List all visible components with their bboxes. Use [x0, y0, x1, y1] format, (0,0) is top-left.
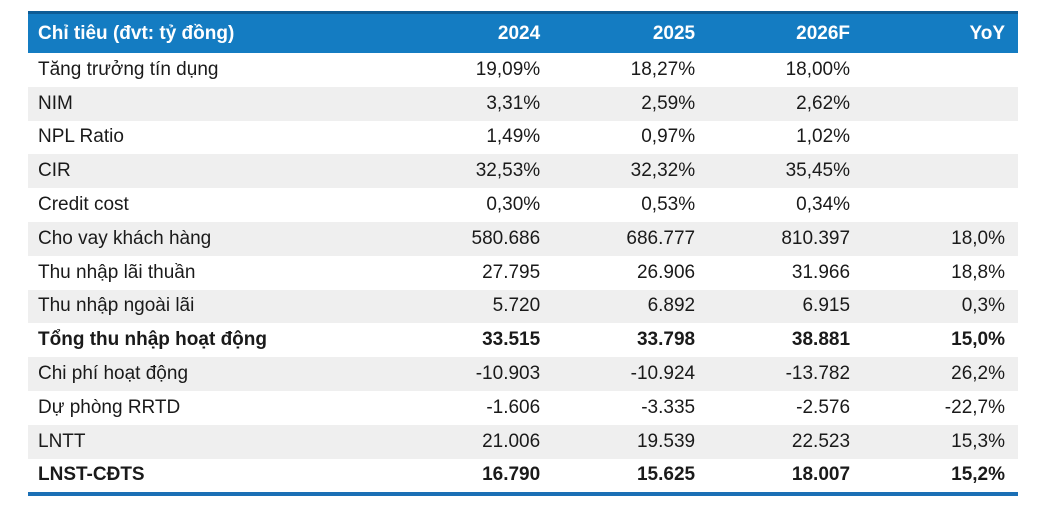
cell-value: 19.539 — [553, 424, 709, 459]
cell-value — [863, 53, 1018, 87]
row-label: NIM — [28, 86, 399, 121]
cell-value: 0,34% — [708, 188, 864, 222]
cell-value: -1.606 — [398, 390, 554, 425]
table-row: LNTT 21.006 19.539 22.523 15,3% — [28, 424, 1018, 459]
cell-value: 26,2% — [863, 357, 1018, 391]
table-row: NIM 3,31% 2,59% 2,62% — [28, 86, 1018, 121]
cell-value: 6.915 — [708, 289, 864, 324]
table-row: Thu nhập ngoài lãi 5.720 6.892 6.915 0,3% — [28, 289, 1018, 324]
row-label: Tổng thu nhập hoạt động — [28, 323, 399, 358]
cell-value: 15,2% — [863, 458, 1018, 495]
row-label: Chi phí hoạt động — [28, 357, 399, 391]
financial-forecast-table-container: Chỉ tiêu (đvt: tỷ đồng) 2024 2025 2026F YoY … — [28, 11, 1018, 497]
cell-value: 0,53% — [553, 188, 709, 222]
header-row: Chỉ tiêu (đvt: tỷ đồng) 2024 2025 2026F YoY — [28, 12, 1018, 53]
table-row: Cho vay khách hàng 580.686 686.777 810.397 1… — [28, 221, 1018, 256]
cell-value: 0,97% — [553, 120, 709, 155]
cell-value: 1,49% — [398, 120, 554, 155]
column-header: 2026F — [708, 12, 864, 53]
table-row: Tổng thu nhập hoạt động 33.515 33.798 38.88… — [28, 323, 1018, 358]
table-row: Dự phòng RRTD -1.606 -3.335 -2.576 -22,7% — [28, 390, 1018, 425]
cell-value: 15.625 — [553, 458, 709, 495]
cell-value: 0,3% — [863, 289, 1018, 324]
cell-value: 2,62% — [708, 86, 864, 121]
cell-value: 15,0% — [863, 323, 1018, 358]
cell-value: 33.515 — [398, 323, 554, 358]
cell-value — [863, 86, 1018, 121]
row-label: Tăng trưởng tín dụng — [28, 53, 399, 87]
cell-value: 18,8% — [863, 255, 1018, 290]
cell-value: 686.777 — [553, 221, 709, 256]
table-row: Credit cost 0,30% 0,53% 0,34% — [28, 188, 1018, 222]
cell-value: -3.335 — [553, 390, 709, 425]
row-label: Dự phòng RRTD — [28, 390, 399, 425]
table-body: Tăng trưởng tín dụng 19,09% 18,27% 18,00% NI… — [28, 53, 1018, 495]
cell-value: 1,02% — [708, 120, 864, 155]
cell-value: 580.686 — [398, 221, 554, 256]
row-label: LNTT — [28, 424, 399, 459]
cell-value: -22,7% — [863, 390, 1018, 425]
table-row: Chi phí hoạt động -10.903 -10.924 -13.782 26… — [28, 357, 1018, 391]
cell-value: -10.924 — [553, 357, 709, 391]
cell-value: -10.903 — [398, 357, 554, 391]
cell-value: 0,30% — [398, 188, 554, 222]
column-header: 2024 — [398, 12, 554, 53]
cell-value: 35,45% — [708, 154, 864, 189]
cell-value: 18.007 — [708, 458, 864, 495]
cell-value: 18,27% — [553, 53, 709, 87]
cell-value: -2.576 — [708, 390, 864, 425]
cell-value — [863, 154, 1018, 189]
cell-value: 22.523 — [708, 424, 864, 459]
table-row: NPL Ratio 1,49% 0,97% 1,02% — [28, 120, 1018, 155]
table-row: CIR 32,53% 32,32% 35,45% — [28, 154, 1018, 189]
cell-value: 19,09% — [398, 53, 554, 87]
table-row: LNST-CĐTS 16.790 15.625 18.007 15,2% — [28, 458, 1018, 495]
cell-value: -13.782 — [708, 357, 864, 391]
column-header: Chỉ tiêu (đvt: tỷ đồng) — [28, 12, 399, 53]
table-row: Thu nhập lãi thuần 27.795 26.906 31.966 18,8… — [28, 255, 1018, 290]
cell-value: 3,31% — [398, 86, 554, 121]
cell-value: 18,00% — [708, 53, 864, 87]
cell-value — [863, 120, 1018, 155]
financial-forecast-table: Chỉ tiêu (đvt: tỷ đồng) 2024 2025 2026F YoY … — [28, 11, 1018, 497]
cell-value: 18,0% — [863, 221, 1018, 256]
cell-value: 31.966 — [708, 255, 864, 290]
cell-value: 6.892 — [553, 289, 709, 324]
cell-value: 21.006 — [398, 424, 554, 459]
cell-value: 16.790 — [398, 458, 554, 495]
cell-value: 810.397 — [708, 221, 864, 256]
cell-value: 38.881 — [708, 323, 864, 358]
row-label: LNST-CĐTS — [28, 458, 399, 495]
table-header: Chỉ tiêu (đvt: tỷ đồng) 2024 2025 2026F YoY — [28, 12, 1018, 53]
table-row: Tăng trưởng tín dụng 19,09% 18,27% 18,00% — [28, 53, 1018, 87]
cell-value — [863, 188, 1018, 222]
row-label: Thu nhập lãi thuần — [28, 255, 399, 290]
cell-value: 32,32% — [553, 154, 709, 189]
row-label: CIR — [28, 154, 399, 189]
cell-value: 32,53% — [398, 154, 554, 189]
row-label: Cho vay khách hàng — [28, 221, 399, 256]
cell-value: 15,3% — [863, 424, 1018, 459]
column-header: YoY — [863, 12, 1018, 53]
cell-value: 5.720 — [398, 289, 554, 324]
row-label: NPL Ratio — [28, 120, 399, 155]
cell-value: 27.795 — [398, 255, 554, 290]
column-header: 2025 — [553, 12, 709, 53]
cell-value: 26.906 — [553, 255, 709, 290]
cell-value: 2,59% — [553, 86, 709, 121]
row-label: Thu nhập ngoài lãi — [28, 289, 399, 324]
row-label: Credit cost — [28, 188, 399, 222]
cell-value: 33.798 — [553, 323, 709, 358]
